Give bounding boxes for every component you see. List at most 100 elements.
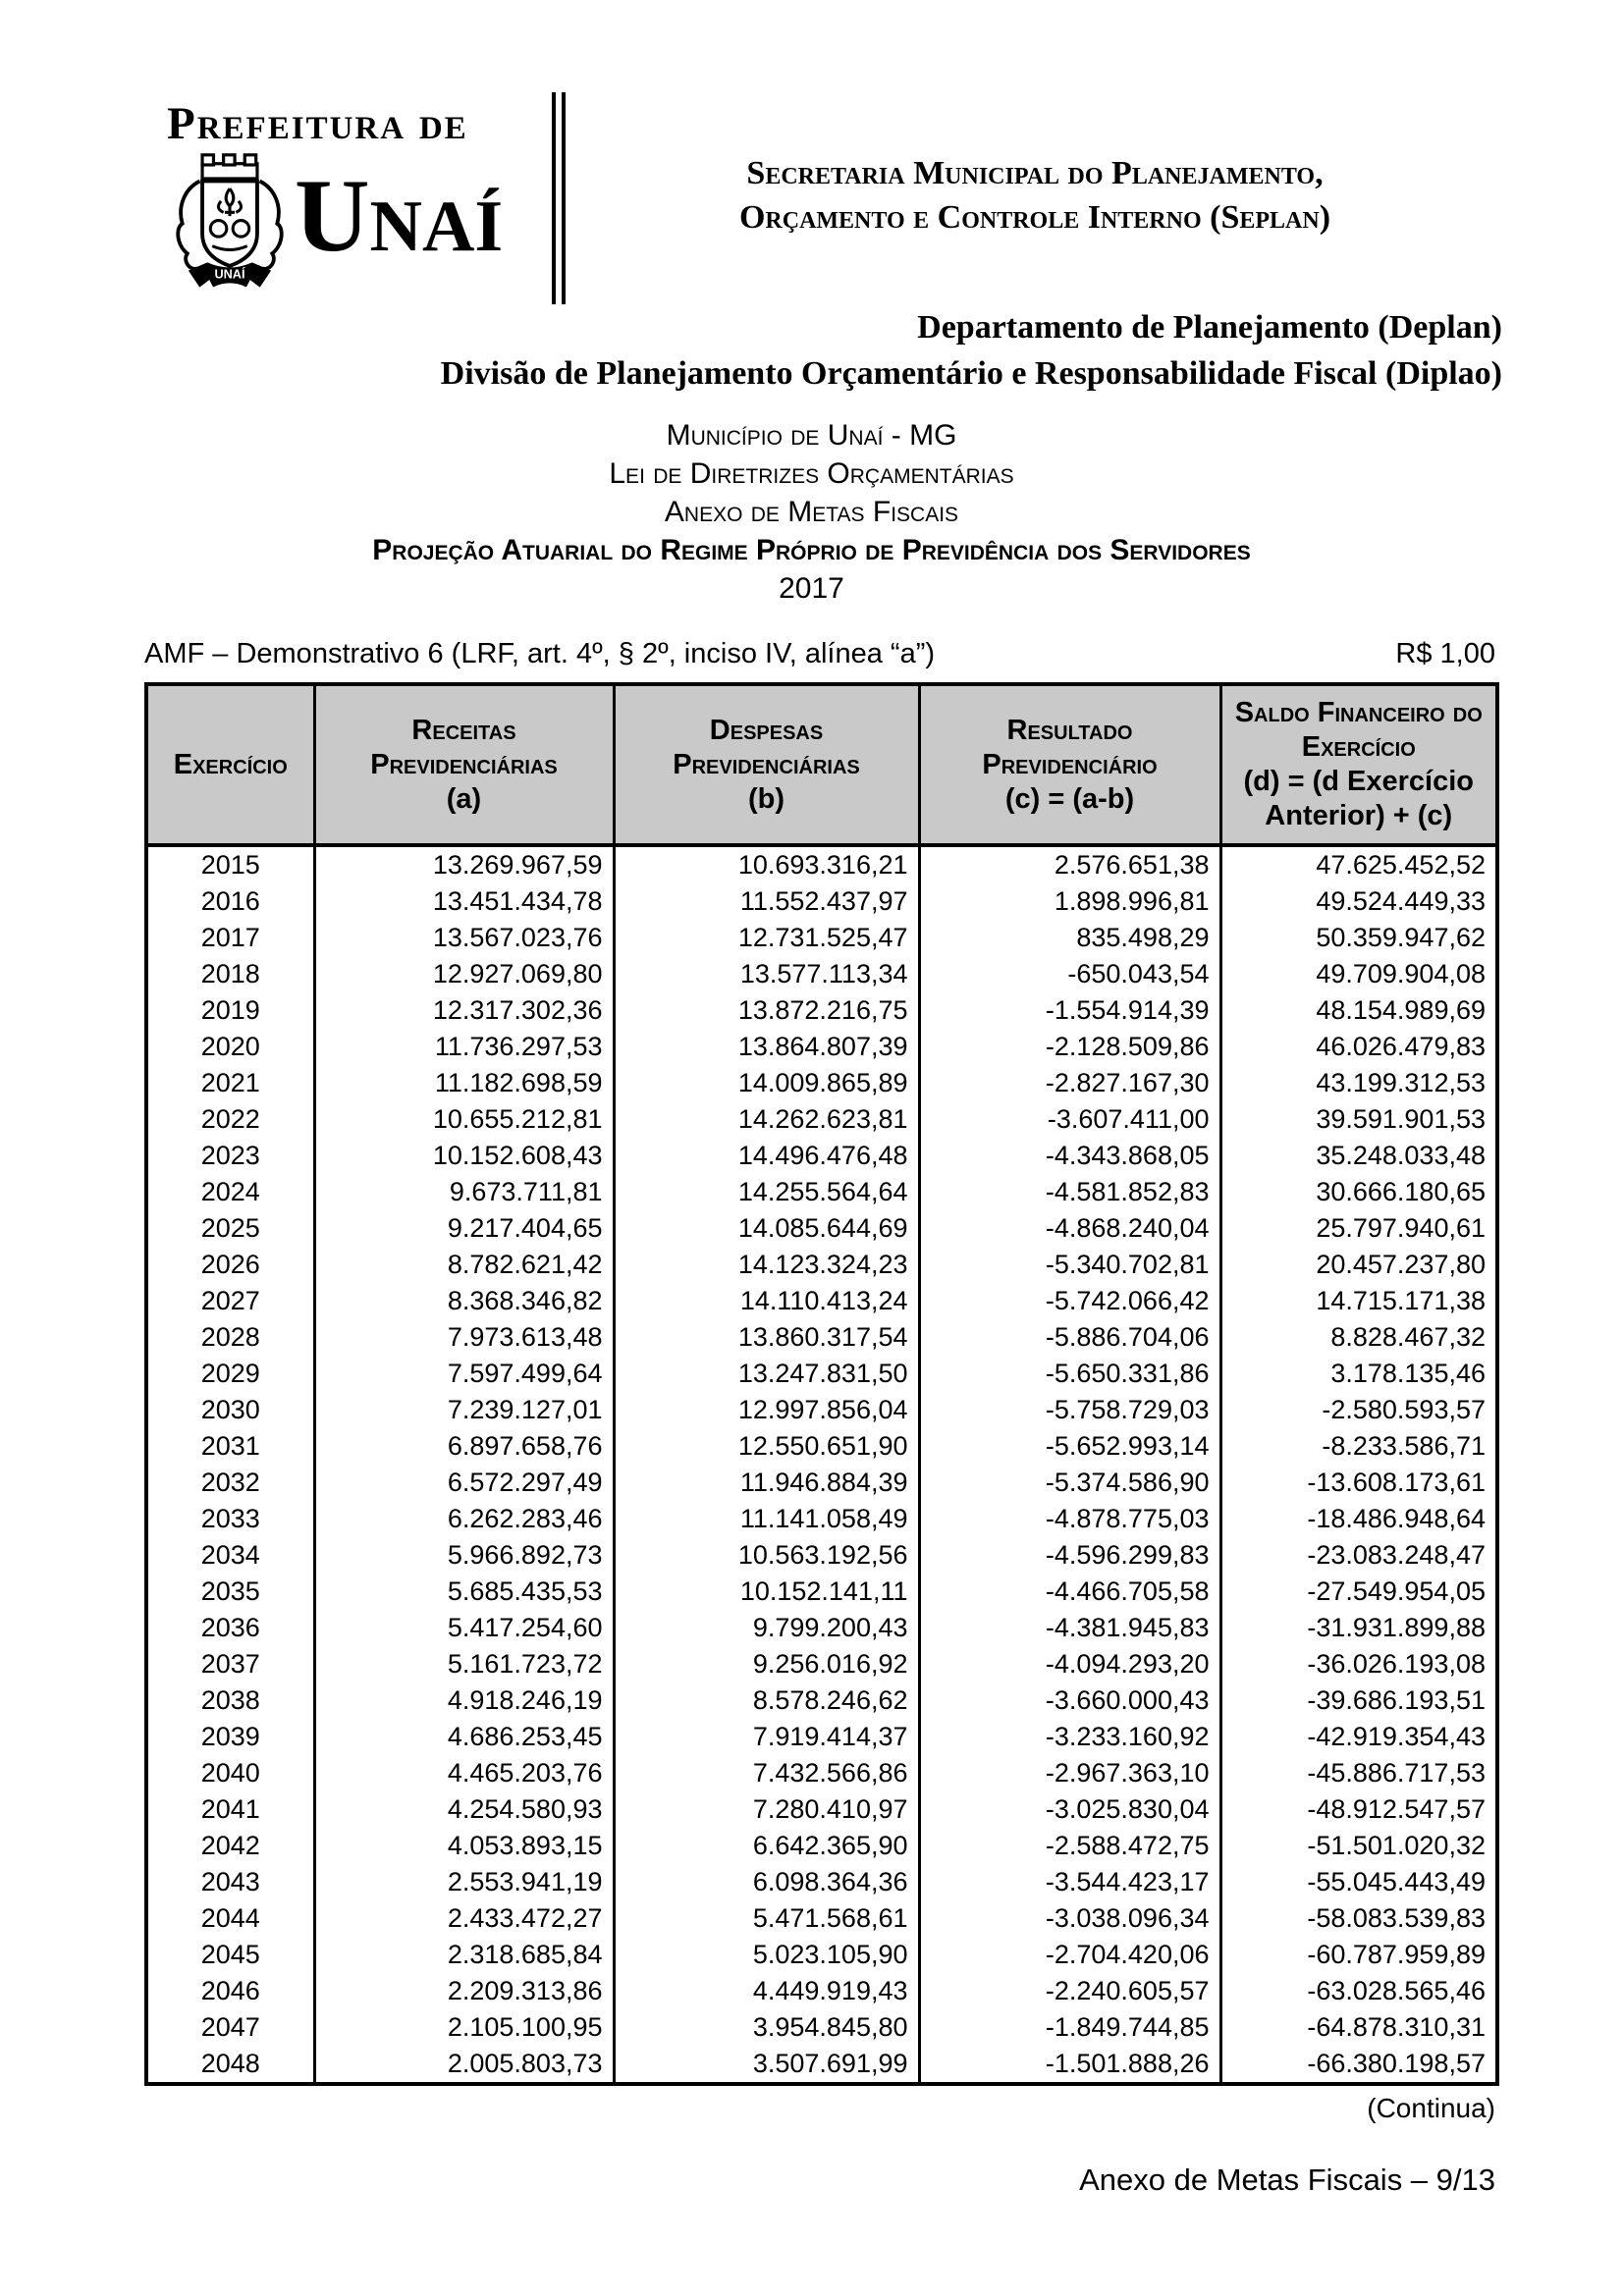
table-row: 2041 4.254.580,93 7.280.410,97 -3.025.830,0… [144,1791,1499,1828]
table-row: 2021 11.182.698,59 14.009.865,89 -2.827.167… [144,1065,1499,1101]
table-row: 2031 6.897.658,76 12.550.651,90 -5.652.993,… [144,1428,1499,1465]
year-cell: 2038 [144,1682,316,1719]
table-row: 2034 5.966.892,73 10.563.192,56 -4.596.299,… [144,1537,1499,1574]
value-cell: -3.544.423,17 [917,1864,1222,1900]
table-body: 2015 13.269.967,59 10.693.316,21 2.576.651,… [144,845,1499,2084]
value-cell: 7.239.127,01 [312,1392,616,1428]
value-cell: -3.025.830,04 [917,1791,1222,1828]
value-cell: -1.849.744,85 [917,2009,1222,2046]
year-cell: 2036 [144,1610,316,1646]
year-cell: 2044 [144,1900,316,1937]
value-cell: 835.498,29 [917,920,1222,956]
value-cell: 20.457.237,80 [1218,1247,1499,1283]
year-cell: 2031 [144,1428,316,1465]
year-cell: 2022 [144,1101,316,1138]
value-cell: 9.799.200,43 [612,1610,921,1646]
value-cell: -39.686.193,51 [1218,1682,1499,1719]
year-cell: 2016 [144,883,316,920]
year-cell: 2043 [144,1864,316,1900]
table-row: 2035 5.685.435,53 10.152.141,11 -4.466.705,… [144,1574,1499,1610]
table-row: 2027 8.368.346,82 14.110.413,24 -5.742.066,… [144,1283,1499,1319]
table-row: 2047 2.105.100,95 3.954.845,80 -1.849.744,8… [144,2009,1499,2046]
value-cell: 7.432.566,86 [612,1755,921,1791]
value-cell: -51.501.020,32 [1218,1828,1499,1864]
department-block: Departamento de Planejamento (Deplan) Di… [441,304,1502,397]
table-row: 2019 12.317.302,36 13.872.216,75 -1.554.914… [144,992,1499,1029]
value-cell: 3.178.135,46 [1218,1356,1499,1392]
value-cell: -4.596.299,83 [917,1537,1222,1574]
value-cell: -4.581.852,83 [917,1174,1222,1210]
value-cell: -2.240.605,57 [917,1973,1222,2009]
value-cell: 12.927.069,80 [312,956,616,992]
value-cell: 2.433.472,27 [312,1900,616,1937]
value-cell: 6.262.283,46 [312,1501,616,1537]
value-cell: 14.262.623,81 [612,1101,921,1138]
value-cell: 5.966.892,73 [312,1537,616,1574]
year-cell: 2035 [144,1574,316,1610]
value-cell: 10.152.608,43 [312,1138,616,1174]
year-cell: 2023 [144,1138,316,1174]
value-cell: -4.878.775,03 [917,1501,1222,1537]
logo-prefix-text: Prefeitura de [167,98,468,149]
value-cell: 14.123.324,23 [612,1247,921,1283]
value-cell: 8.578.246,62 [612,1682,921,1719]
table-row: 2044 2.433.472,27 5.471.568,61 -3.038.096,3… [144,1900,1499,1937]
value-cell: 11.552.437,97 [612,883,921,920]
value-cell: -5.652.993,14 [917,1428,1222,1465]
value-cell: 49.524.449,33 [1218,883,1499,920]
col-header-exercicio: Exercício [144,682,316,847]
table-row: 2015 13.269.967,59 10.693.316,21 2.576.651,… [144,845,1499,883]
table-row: 2046 2.209.313,86 4.449.919,43 -2.240.605,5… [144,1973,1499,2009]
col-header-saldo: Saldo Financeiro do Exercício (d) = (d E… [1218,682,1499,847]
value-cell: -5.758.729,03 [917,1392,1222,1428]
value-cell: 10.152.141,11 [612,1574,921,1610]
value-cell: -1.501.888,26 [917,2046,1222,2084]
value-cell: 2.576.651,38 [917,845,1222,883]
value-cell: 7.597.499,64 [312,1356,616,1392]
value-cell: 11.946.884,39 [612,1465,921,1501]
year-cell: 2041 [144,1791,316,1828]
value-cell: 2.553.941,19 [312,1864,616,1900]
value-cell: -45.886.717,53 [1218,1755,1499,1791]
value-cell: -2.588.472,75 [917,1828,1222,1864]
title-year: 2017 [779,572,844,605]
year-cell: 2019 [144,992,316,1029]
value-cell: 6.098.364,36 [612,1864,921,1900]
year-cell: 2025 [144,1210,316,1247]
value-cell: -31.931.899,88 [1218,1610,1499,1646]
year-cell: 2033 [144,1501,316,1537]
value-cell: 13.577.113,34 [612,956,921,992]
crest-ribbon-text: UNAÍ [214,267,245,282]
value-cell: 14.110.413,24 [612,1283,921,1319]
value-cell: 5.685.435,53 [312,1574,616,1610]
value-cell: 4.254.580,93 [312,1791,616,1828]
value-cell: 4.449.919,43 [612,1973,921,2009]
value-cell: -18.486.948,64 [1218,1501,1499,1537]
table-row: 2037 5.161.723,72 9.256.016,92 -4.094.293,2… [144,1646,1499,1682]
value-cell: 4.465.203,76 [312,1755,616,1791]
year-cell: 2048 [144,2046,316,2084]
value-cell: 8.828.467,32 [1218,1319,1499,1356]
value-cell: 10.693.316,21 [612,845,921,883]
value-cell: 12.317.302,36 [312,992,616,1029]
table-row: 2043 2.553.941,19 6.098.364,36 -3.544.423,1… [144,1864,1499,1900]
table-row: 2048 2.005.803,73 3.507.691,99 -1.501.888,2… [144,2046,1499,2084]
table-row: 2022 10.655.212,81 14.262.623,81 -3.607.411… [144,1101,1499,1138]
value-cell: 12.550.651,90 [612,1428,921,1465]
value-cell: -5.742.066,42 [917,1283,1222,1319]
value-cell: -1.554.914,39 [917,992,1222,1029]
continua-note: (Continua) [1367,2093,1495,2123]
value-cell: 50.359.947,62 [1218,920,1499,956]
value-cell: 5.417.254,60 [312,1610,616,1646]
col-header-receitas: Receitas Previdenciárias (a) [312,682,616,847]
value-cell: 14.715.171,38 [1218,1283,1499,1319]
value-cell: 7.973.613,48 [312,1319,616,1356]
value-cell: -55.045.443,49 [1218,1864,1499,1900]
value-cell: 6.897.658,76 [312,1428,616,1465]
year-cell: 2034 [144,1537,316,1574]
value-cell: 25.797.940,61 [1218,1210,1499,1247]
value-cell: 13.860.317,54 [612,1319,921,1356]
value-cell: 49.709.904,08 [1218,956,1499,992]
table-row: 2020 11.736.297,53 13.864.807,39 -2.128.509… [144,1029,1499,1065]
